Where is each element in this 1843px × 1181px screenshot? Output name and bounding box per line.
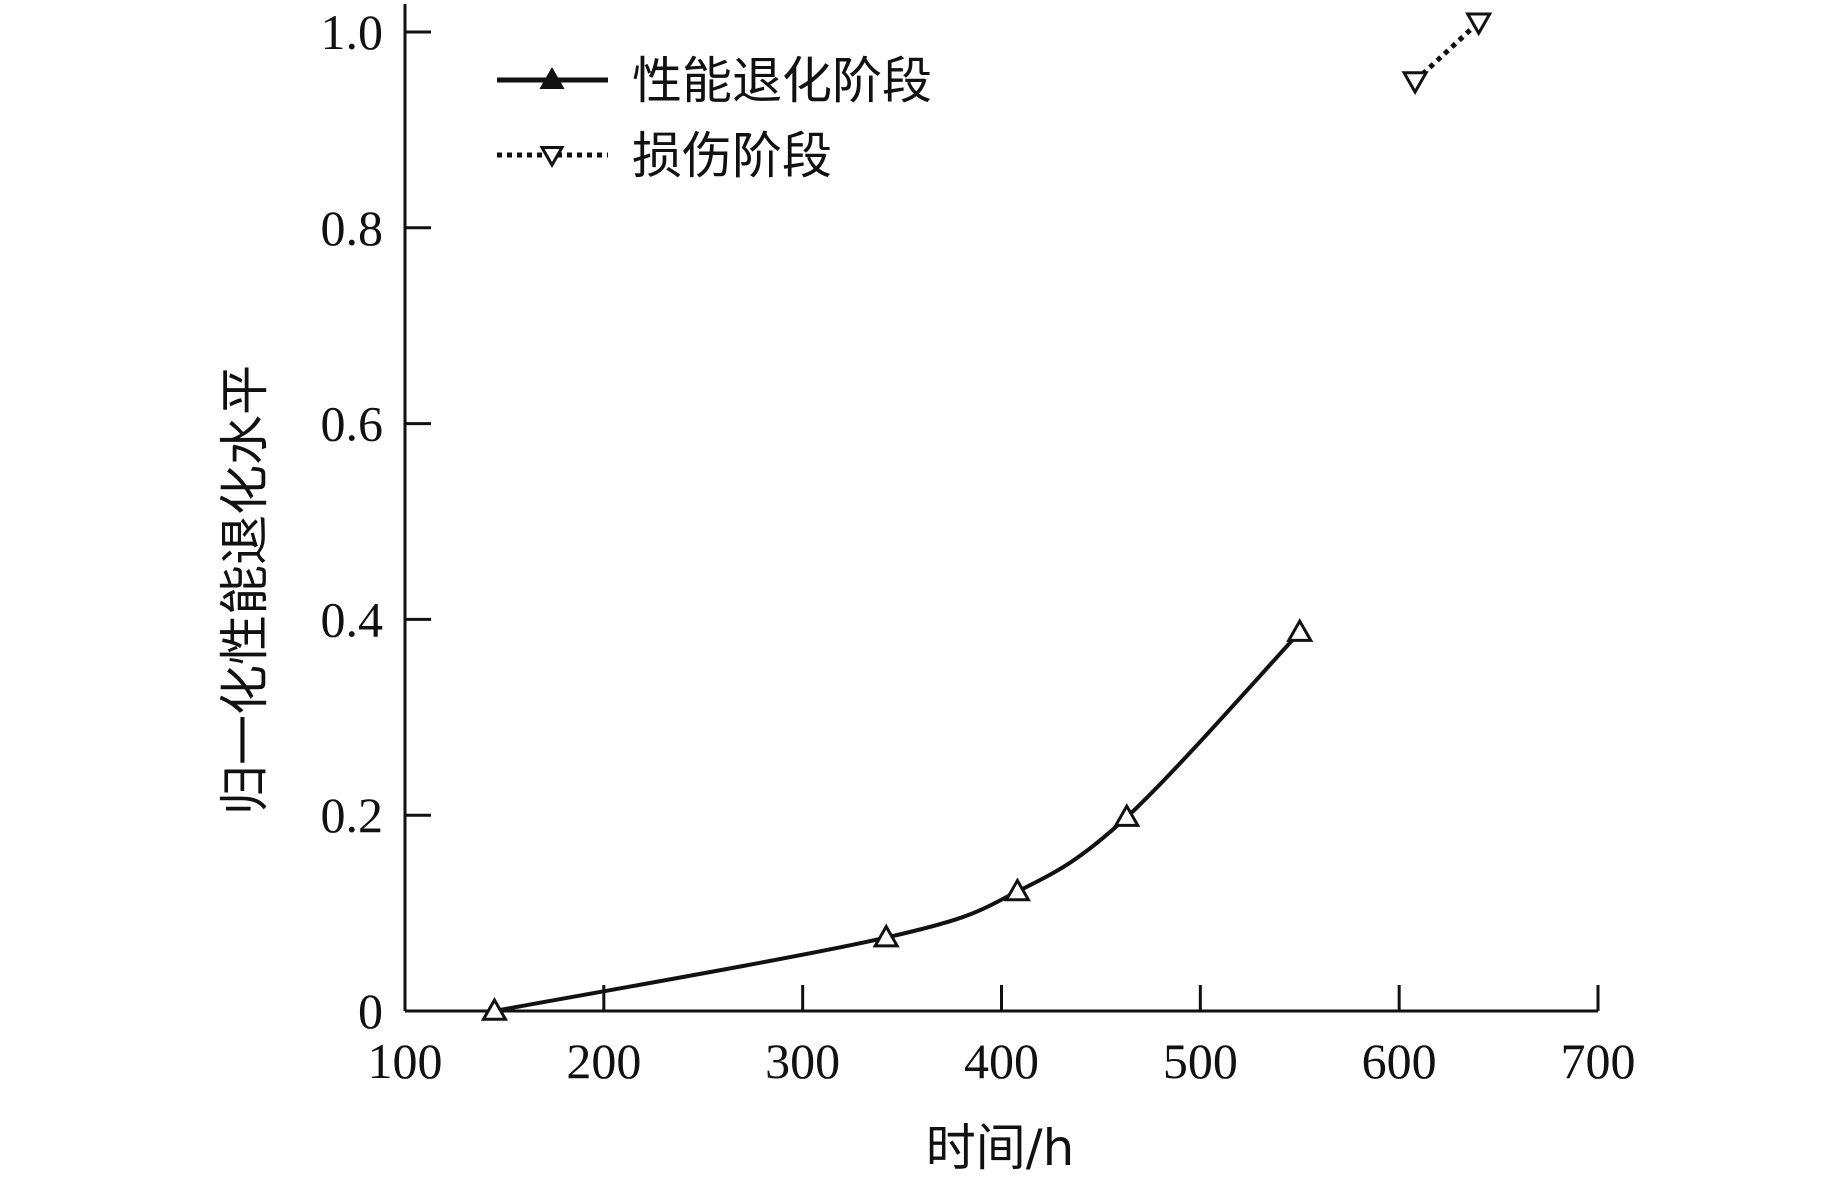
axes <box>403 4 1598 1013</box>
data-point <box>1401 71 1429 95</box>
y-tick-label: 0.2 <box>321 787 384 843</box>
legend-marker <box>539 66 565 89</box>
series-layer <box>480 12 1493 1021</box>
legend-item-1: 性能退化阶段 <box>497 52 932 110</box>
x-tick-label: 100 <box>368 1033 443 1089</box>
x-tick-label: 200 <box>566 1033 641 1089</box>
x-axis-ticks: 100 200 300 400 500 600 700 <box>368 985 1636 1089</box>
y-axis-title: 归一化性能退化水平 <box>216 365 274 815</box>
y-tick-label: 0.6 <box>321 396 384 452</box>
legend-item-2: 损伤阶段 <box>497 127 832 185</box>
x-tick-label: 400 <box>964 1033 1039 1089</box>
data-point <box>1003 877 1031 902</box>
y-tick-label: 0.4 <box>321 591 384 647</box>
x-tick-label: 300 <box>765 1033 840 1089</box>
data-point <box>480 996 509 1021</box>
data-point <box>1465 12 1493 37</box>
data-point <box>1113 803 1141 827</box>
series-2 <box>1401 12 1493 95</box>
series-line <box>1413 20 1481 83</box>
data-point <box>1286 618 1314 642</box>
data-point <box>872 923 900 948</box>
legend-label: 损伤阶段 <box>632 127 832 185</box>
y-tick-label: 0.8 <box>321 200 384 256</box>
series-1 <box>480 618 1314 1021</box>
y-axis-ticks: 0 0.2 0.4 0.6 0.8 1.0 <box>321 4 431 1039</box>
x-tick-label: 500 <box>1163 1033 1238 1089</box>
y-tick-label: 0 <box>358 983 383 1039</box>
legend-marker <box>539 146 565 169</box>
legend-label: 性能退化阶段 <box>632 52 932 110</box>
series-line <box>494 630 1302 1013</box>
x-tick-label: 700 <box>1561 1033 1636 1089</box>
x-axis-title: 时间/h <box>926 1119 1075 1177</box>
y-tick-label: 1.0 <box>321 4 384 60</box>
x-tick-label: 600 <box>1362 1033 1437 1089</box>
